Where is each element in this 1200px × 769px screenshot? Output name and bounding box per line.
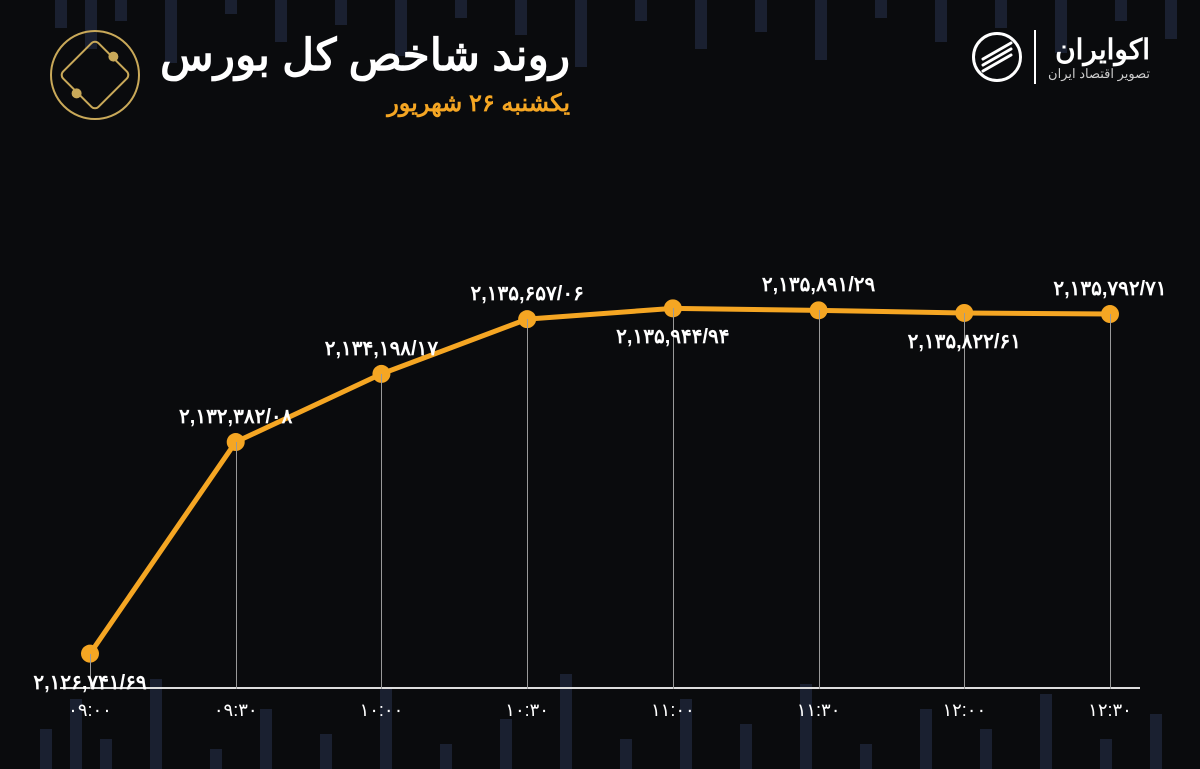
seal-icon — [50, 30, 140, 120]
brand-name: اکوایران — [1048, 33, 1150, 66]
x-axis-label: ۱۲:۳۰ — [1088, 700, 1132, 721]
page-title: روند شاخص کل بورس — [160, 30, 570, 81]
brand-divider — [1034, 30, 1036, 84]
data-point-label: ۲,۱۳۲,۳۸۲/۰۸ — [179, 404, 292, 429]
data-point-label: ۲,۱۳۵,۸۲۲/۶۱ — [908, 329, 1021, 354]
brand-logo-icon — [972, 32, 1022, 82]
brand-tagline: تصویر اقتصاد ایران — [1048, 66, 1150, 82]
grid-line — [964, 313, 965, 689]
brand-block: اکوایران تصویر اقتصاد ایران — [972, 30, 1150, 84]
data-point-label: ۲,۱۳۵,۹۴۴/۹۴ — [616, 324, 729, 349]
data-point-label: ۲,۱۲۶,۷۴۱/۶۹ — [33, 670, 146, 695]
x-axis-label: ۱۰:۳۰ — [505, 700, 549, 721]
chart-svg — [60, 180, 1140, 729]
data-point-label: ۲,۱۳۴,۱۹۸/۱۷ — [325, 336, 438, 361]
x-axis-label: ۱۲:۰۰ — [942, 700, 986, 721]
grid-line — [381, 374, 382, 689]
grid-line — [1110, 314, 1111, 689]
x-axis-label: ۱۰:۰۰ — [360, 700, 404, 721]
grid-line — [673, 308, 674, 689]
grid-line — [819, 310, 820, 689]
x-axis-label: ۱۱:۳۰ — [797, 700, 841, 721]
grid-line — [236, 442, 237, 689]
data-point-label: ۲,۱۳۵,۸۹۱/۲۹ — [762, 272, 875, 297]
page-subtitle: یکشنبه ۲۶ شهریور — [160, 89, 570, 118]
data-point-label: ۲,۱۳۵,۷۹۲/۷۱ — [1053, 276, 1166, 301]
title-block: روند شاخص کل بورس یکشنبه ۲۶ شهریور — [50, 30, 570, 120]
x-axis-label: ۰۹:۰۰ — [68, 700, 112, 721]
x-axis-label: ۰۹:۳۰ — [214, 700, 258, 721]
x-axis-label: ۱۱:۰۰ — [651, 700, 695, 721]
grid-line — [527, 319, 528, 689]
data-point-label: ۲,۱۳۵,۶۵۷/۰۶ — [470, 281, 583, 306]
line-chart: ۰۹:۰۰ ۰۹:۳۰ ۱۰:۰۰ ۱۰:۳۰ ۱۱:۰۰ ۱۱:۳۰ ۱۲:۰۰ ۱۲:۳۰… — [60, 180, 1140, 729]
header: اکوایران تصویر اقتصاد ایران روند شاخص کل… — [50, 30, 1150, 120]
x-axis — [60, 687, 1140, 689]
